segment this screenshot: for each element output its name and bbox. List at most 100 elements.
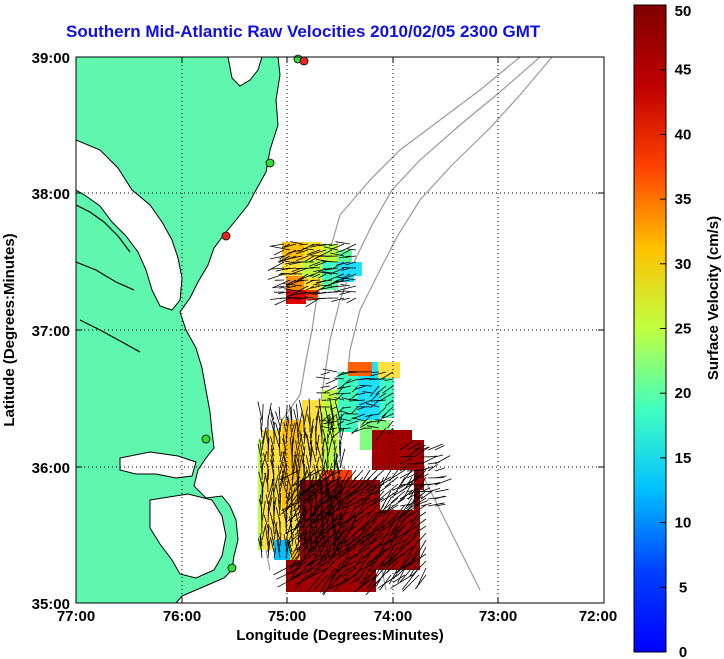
velocity-arrow [329, 430, 335, 445]
velocity-arrow [427, 502, 445, 507]
velocity-arrow [328, 243, 339, 247]
x-tick-label: 72:00 [579, 608, 617, 625]
velocity-arrow [279, 259, 291, 263]
velocity-arrow [320, 504, 336, 519]
velocity-arrow [339, 490, 357, 502]
velocity-arrow [296, 291, 315, 295]
velocity-arrow [356, 490, 378, 505]
velocity-arrow [342, 469, 357, 488]
velocity-arrow [307, 567, 322, 577]
velocity-arrow [340, 418, 352, 422]
velocity-arrow [352, 417, 366, 422]
velocity-arrow [331, 297, 345, 303]
velocity-arrow [262, 452, 269, 469]
velocity-arrow [334, 401, 341, 421]
velocity-arrow [270, 436, 275, 451]
velocity-arrow [294, 511, 315, 536]
velocity-arrow [358, 532, 378, 546]
velocity-arrow [339, 441, 342, 463]
velocity-arrow [383, 497, 406, 514]
velocity-arrow [327, 398, 338, 401]
velocity-arrow [406, 442, 421, 451]
velocity-arrow [434, 503, 446, 507]
colorbar-label: Surface Velocity (cm/s) [705, 216, 722, 380]
velocity-arrow [351, 427, 359, 435]
velocity-arrow [406, 477, 419, 486]
velocity-arrow [334, 525, 350, 543]
velocity-arrow [297, 506, 302, 517]
velocity-arrow [339, 428, 344, 445]
colorbar-tick-label: 15 [675, 450, 692, 467]
velocity-arrow [371, 518, 392, 542]
velocity-arrow [259, 439, 263, 457]
velocity-arrow [303, 406, 309, 427]
velocity-arrow [285, 415, 289, 427]
velocity-arrow [413, 472, 425, 479]
velocity-arrow [356, 392, 366, 396]
colorbar-tick-label: 5 [679, 579, 687, 596]
velocity-arrow [413, 500, 429, 507]
velocity-arrow [359, 385, 373, 387]
velocity-arrow [307, 574, 322, 592]
velocity-arrow [278, 478, 281, 499]
velocity-arrow [296, 249, 309, 255]
velocity-arrow [313, 497, 329, 513]
velocity-arrow [389, 469, 399, 482]
velocity-arrow [309, 440, 313, 463]
velocity-arrow [294, 297, 309, 300]
velocity-arrow [380, 525, 399, 551]
velocity-arrow [279, 285, 291, 289]
velocity-arrow [366, 469, 385, 486]
x-tick-label: 73:00 [479, 608, 517, 625]
velocity-arrow [338, 525, 357, 535]
velocity-arrow [388, 567, 399, 585]
colorbar-tick-label: 45 [675, 62, 692, 79]
velocity-arrow [319, 271, 333, 275]
velocity-arrow [341, 406, 352, 409]
velocity-arrow [321, 437, 325, 457]
y-tick-label: 37:00 [32, 323, 70, 340]
velocity-arrow [344, 255, 357, 258]
y-tick-label: 39:00 [32, 50, 70, 67]
velocity-arrow [315, 249, 333, 259]
velocity-arrow [299, 243, 309, 246]
velocity-arrow [259, 533, 263, 547]
velocity-arrow [317, 528, 323, 547]
velocity-arrow [354, 504, 371, 519]
velocity-arrow [333, 440, 336, 451]
velocity-arrow [294, 490, 308, 501]
colorbar-tick-label: 10 [675, 515, 692, 532]
velocity-arrow [282, 433, 287, 457]
velocity-arrow [413, 493, 424, 500]
velocity-arrow [427, 464, 438, 472]
velocity-arrow [341, 273, 357, 280]
velocity-arrow [340, 243, 357, 252]
velocity-arrow [397, 567, 406, 584]
velocity-arrow [337, 413, 345, 421]
velocity-arrow [288, 249, 303, 254]
velocity-arrow [380, 490, 399, 503]
velocity-arrow [342, 567, 357, 577]
velocity-arrow [278, 437, 281, 457]
velocity-arrow [323, 483, 336, 495]
velocity-arrow [393, 518, 413, 535]
velocity-arrow [348, 399, 366, 402]
velocity-arrow [267, 273, 285, 280]
velocity-arrow [384, 378, 394, 382]
velocity-arrow [282, 451, 287, 469]
velocity-arrow [399, 457, 413, 465]
velocity-arrow [316, 376, 331, 380]
velocity-arrow [340, 553, 350, 569]
velocity-arrow [361, 490, 371, 508]
albemarle-sound [119, 451, 197, 479]
velocity-arrow [285, 479, 289, 499]
velocity-arrow [303, 483, 322, 499]
velocity-arrow [408, 483, 427, 496]
velocity-arrow [289, 437, 293, 457]
velocity-arrow [310, 539, 322, 554]
velocity-arrow [341, 567, 364, 586]
velocity-arrow [342, 483, 357, 496]
velocity-arrow [296, 483, 315, 497]
velocity-arrow [332, 261, 345, 269]
